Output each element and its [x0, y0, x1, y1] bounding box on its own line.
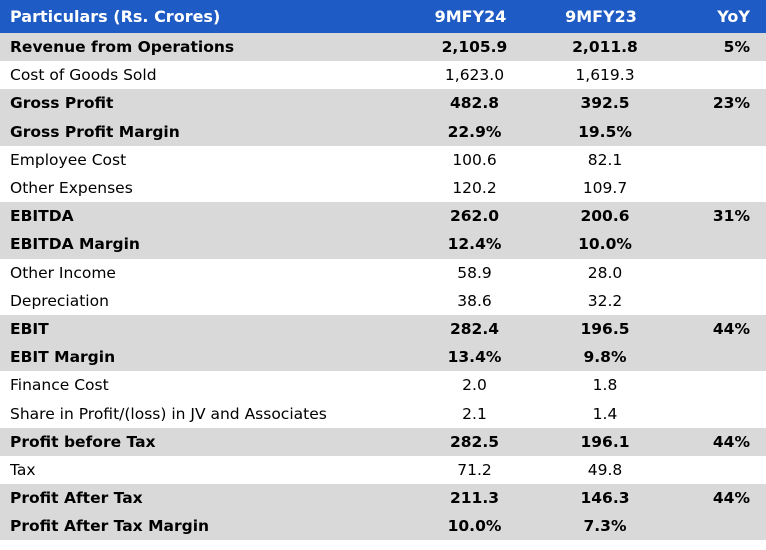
table-row: Profit After Tax 211.3 146.3 44% — [0, 484, 766, 513]
table-row: Cost of Goods Sold 1,623.0 1,619.3 — [0, 61, 766, 89]
table-row: Depreciation 38.6 32.2 — [0, 287, 766, 315]
row-yoy-value — [666, 399, 766, 427]
table-header-row: Particulars (Rs. Crores) 9MFY24 9MFY23 Y… — [0, 0, 766, 33]
row-yoy-value — [666, 512, 766, 541]
row-yoy-value: 44% — [666, 314, 766, 344]
row-9mfy23-value: 19.5% — [536, 117, 666, 146]
table-row: EBIT Margin 13.4% 9.8% — [0, 343, 766, 372]
row-label: EBIT Margin — [0, 343, 405, 372]
row-9mfy23-value: 392.5 — [536, 89, 666, 118]
row-label: Depreciation — [10, 291, 109, 310]
row-9mfy23-value: 32.2 — [587, 291, 623, 310]
row-9mfy24-value: 282.4 — [405, 314, 536, 344]
row-yoy-value — [666, 343, 766, 372]
row-9mfy23-value: 82.1 — [587, 150, 623, 169]
table-row: Finance Cost 2.0 1.8 — [0, 371, 766, 399]
table-row: EBITDA Margin 12.4% 10.0% — [0, 230, 766, 259]
row-yoy-value — [666, 456, 766, 484]
table-row: Profit before Tax 282.5 196.1 44% — [0, 427, 766, 456]
row-label: EBITDA — [0, 202, 405, 231]
row-yoy-value — [666, 259, 766, 287]
row-9mfy24-value: 10.0% — [405, 512, 536, 541]
row-label: Share in Profit/(loss) in JV and Associa… — [10, 404, 327, 423]
row-9mfy23-value: 7.3% — [536, 512, 666, 541]
row-label: Gross Profit Margin — [0, 117, 405, 146]
row-label: Profit After Tax Margin — [0, 512, 405, 541]
row-yoy-value — [666, 174, 766, 202]
row-yoy-value — [666, 146, 766, 174]
row-9mfy23-value: 28.0 — [587, 263, 623, 282]
row-9mfy24-value: 2.1 — [462, 404, 487, 423]
row-label: Employee Cost — [10, 150, 127, 169]
row-label: Profit After Tax — [0, 484, 405, 513]
row-9mfy23-value: 1,619.3 — [575, 66, 635, 85]
row-9mfy23-value: 49.8 — [587, 460, 623, 479]
row-yoy-value — [666, 61, 766, 89]
row-9mfy23-value: 196.1 — [536, 427, 666, 456]
row-9mfy24-value: 12.4% — [405, 230, 536, 259]
table-row: Profit After Tax Margin 10.0% 7.3% — [0, 512, 766, 541]
row-yoy-value: 44% — [666, 427, 766, 456]
row-yoy-value — [666, 230, 766, 259]
row-9mfy24-value: 2.0 — [462, 376, 487, 395]
row-9mfy23-value: 2,011.8 — [536, 33, 666, 62]
row-label: Other Income — [10, 263, 116, 282]
row-9mfy24-value: 1,623.0 — [444, 66, 505, 85]
row-9mfy23-value: 1.4 — [592, 404, 618, 423]
row-9mfy24-value: 262.0 — [405, 202, 536, 231]
row-label: Cost of Goods Sold — [10, 66, 157, 85]
row-yoy-value: 5% — [666, 33, 766, 62]
row-9mfy24-value: 22.9% — [405, 117, 536, 146]
row-9mfy24-value: 100.6 — [452, 150, 497, 169]
row-label: Tax — [10, 460, 36, 479]
table-row: EBITDA 262.0 200.6 31% — [0, 202, 766, 231]
row-yoy-value: 23% — [666, 89, 766, 118]
row-label: EBIT — [0, 314, 405, 344]
table-row: Gross Profit Margin 22.9% 19.5% — [0, 117, 766, 146]
row-9mfy23-value: 200.6 — [536, 202, 666, 231]
table-row: Tax 71.2 49.8 — [0, 456, 766, 484]
row-yoy-value — [666, 287, 766, 315]
row-9mfy24-value: 120.2 — [452, 179, 497, 198]
row-9mfy24-value: 2,105.9 — [405, 33, 536, 62]
row-9mfy23-value: 9.8% — [536, 343, 666, 372]
row-9mfy23-value: 1.8 — [592, 376, 618, 395]
table-row: EBIT 282.4 196.5 44% — [0, 314, 766, 344]
row-9mfy23-value: 196.5 — [536, 314, 666, 344]
table-row: Revenue from Operations 2,105.9 2,011.8 … — [0, 33, 766, 62]
row-9mfy23-value: 109.7 — [582, 179, 628, 198]
header-particulars: Particulars (Rs. Crores) — [0, 0, 405, 33]
table-row: Gross Profit 482.8 392.5 23% — [0, 89, 766, 118]
row-label: Profit before Tax — [0, 427, 405, 456]
row-9mfy24-value: 211.3 — [405, 484, 536, 513]
row-9mfy24-value: 58.9 — [457, 263, 492, 282]
row-yoy-value — [666, 117, 766, 146]
row-9mfy24-value: 482.8 — [405, 89, 536, 118]
row-9mfy24-value: 71.2 — [457, 460, 492, 479]
table-row: Employee Cost 100.6 82.1 — [0, 146, 766, 174]
row-label: EBITDA Margin — [0, 230, 405, 259]
header-yoy: YoY — [666, 0, 766, 33]
row-label: Gross Profit — [0, 89, 405, 118]
row-yoy-value: 31% — [666, 202, 766, 231]
row-label: Other Expenses — [10, 179, 133, 198]
row-9mfy23-value: 10.0% — [536, 230, 666, 259]
row-9mfy23-value: 146.3 — [536, 484, 666, 513]
row-9mfy24-value: 282.5 — [405, 427, 536, 456]
table-row: Share in Profit/(loss) in JV and Associa… — [0, 399, 766, 427]
row-label: Finance Cost — [10, 376, 109, 395]
row-label: Revenue from Operations — [0, 33, 405, 62]
header-9mfy23: 9MFY23 — [536, 0, 666, 33]
row-9mfy24-value: 38.6 — [457, 291, 492, 310]
table-row: Other Income 58.9 28.0 — [0, 259, 766, 287]
row-yoy-value: 44% — [666, 484, 766, 513]
table-row: Other Expenses 120.2 109.7 — [0, 174, 766, 202]
row-yoy-value — [666, 371, 766, 399]
row-9mfy24-value: 13.4% — [405, 343, 536, 372]
header-9mfy24: 9MFY24 — [405, 0, 536, 33]
